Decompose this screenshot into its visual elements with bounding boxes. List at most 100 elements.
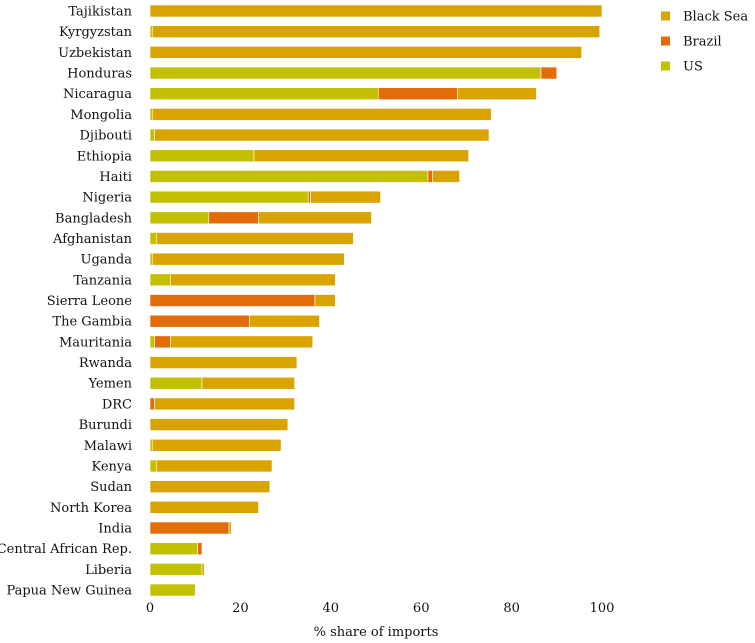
country-label-malawi: Malawi — [84, 439, 132, 454]
bar-tanzania-us — [149, 273, 171, 287]
bar-honduras-us — [149, 66, 542, 80]
bar-bangladesh-black-sea — [258, 211, 372, 225]
x-tick-60: 60 — [413, 601, 430, 616]
bar-afghanistan-us — [149, 232, 158, 245]
bar-haiti-black-sea — [432, 170, 460, 183]
legend-swatch-brazil — [661, 36, 670, 46]
x-axis-ticks: 0 20 40 60 80 100 — [146, 601, 615, 616]
country-label-burundi: Burundi — [79, 418, 132, 433]
bar-india-black-sea — [228, 521, 232, 535]
bar-central-african-rep-us — [149, 542, 198, 555]
bar-burundi-black-sea — [149, 418, 289, 431]
x-tick-40: 40 — [323, 601, 340, 616]
bar-uganda-us — [149, 252, 153, 266]
bar-tanzania-black-sea — [170, 273, 336, 287]
bar-haiti-brazil — [427, 170, 433, 183]
bar-nicaragua-brazil — [377, 87, 458, 101]
bar-papua-new-guinea-us — [149, 583, 196, 597]
bar-nigeria-brazil — [307, 190, 311, 204]
bar-yemen-us — [149, 376, 203, 390]
country-label-sudan: Sudan — [90, 480, 132, 495]
bar-nicaragua-black-sea — [457, 87, 537, 101]
bar-uzbekistan-black-sea — [149, 46, 582, 59]
country-label-afghanistan: Afghanistan — [52, 232, 133, 247]
bar-mongolia-us — [149, 108, 153, 121]
bar-bangladesh-us — [149, 211, 210, 225]
bar-kenya-us — [149, 459, 158, 473]
country-label-mauritania: Mauritania — [59, 335, 132, 350]
bar-honduras-brazil — [540, 66, 558, 80]
bar-ethiopia-us — [149, 149, 255, 163]
legend-label-brazil: Brazil — [683, 35, 722, 50]
bar-sudan-black-sea — [149, 480, 271, 493]
bar-bangladesh-brazil — [208, 211, 259, 225]
country-label-tajikistan: Tajikistan — [68, 5, 132, 20]
bar-nigeria-us — [149, 190, 309, 204]
bar-drc-black-sea — [154, 397, 295, 411]
country-label-uganda: Uganda — [81, 253, 133, 268]
legend-label-black-sea: Black Sea — [683, 10, 748, 25]
bar-nicaragua-us — [149, 87, 379, 101]
country-label-kyrgyzstan: Kyrgyzstan — [59, 25, 133, 40]
country-label-djibouti: Djibouti — [79, 129, 132, 144]
bar-malawi-us — [149, 438, 153, 452]
bar-malawi-black-sea — [151, 438, 282, 452]
x-tick-0: 0 — [146, 601, 154, 616]
bars-layer — [149, 4, 603, 597]
country-label-rwanda: Rwanda — [79, 356, 132, 371]
bar-djibouti-us — [149, 128, 155, 142]
bar-north-korea-black-sea — [149, 501, 259, 514]
country-label-nicaragua: Nicaragua — [63, 87, 132, 102]
country-label-liberia: Liberia — [85, 563, 132, 578]
country-label-drc: DRC — [102, 397, 132, 412]
country-label-uzbekistan: Uzbekistan — [58, 46, 133, 61]
x-tick-100: 100 — [590, 601, 615, 616]
bar-drc-brazil — [149, 397, 155, 411]
country-label-india: India — [98, 522, 132, 537]
bar-mauritania-us — [149, 335, 155, 349]
bar-liberia-black-sea — [201, 563, 205, 576]
bar-the-gambia-black-sea — [249, 314, 320, 328]
country-label-bangladesh: Bangladesh — [55, 211, 133, 226]
x-tick-80: 80 — [503, 601, 520, 616]
legend-swatch-black-sea — [661, 11, 670, 21]
bar-kenya-black-sea — [156, 459, 273, 473]
bar-yemen-black-sea — [201, 376, 295, 390]
bar-djibouti-black-sea — [154, 128, 490, 142]
bar-kyrgyzstan-black-sea — [151, 25, 601, 38]
bar-sierra-leone-black-sea — [314, 294, 336, 307]
country-label-honduras: Honduras — [67, 67, 132, 82]
country-label-central-african-rep: Central African Rep. — [0, 542, 132, 557]
country-label-haiti: Haiti — [99, 170, 132, 185]
bar-uganda-black-sea — [151, 252, 345, 266]
bar-haiti-us — [149, 170, 429, 183]
x-tick-20: 20 — [232, 601, 249, 616]
bar-liberia-us — [149, 563, 203, 576]
country-label-papua-new-guinea: Papua New Guinea — [6, 584, 132, 599]
country-labels: Tajikistan Kyrgyzstan Uzbekistan Honduras Ni… — [0, 5, 133, 599]
country-label-the-gambia: The Gambia — [52, 315, 132, 330]
bar-india-brazil — [149, 521, 230, 535]
country-label-yemen: Yemen — [87, 377, 132, 392]
bar-mauritania-black-sea — [170, 335, 314, 349]
bar-mauritania-brazil — [154, 335, 171, 349]
country-label-tanzania: Tanzania — [73, 273, 132, 288]
country-label-nigeria: Nigeria — [82, 191, 132, 206]
bar-nigeria-black-sea — [310, 190, 381, 204]
bar-rwanda-black-sea — [149, 356, 298, 369]
bar-sierra-leone-brazil — [149, 294, 316, 307]
bar-kyrgyzstan-us — [149, 25, 153, 38]
bar-ethiopia-black-sea — [253, 149, 469, 163]
bar-tajikistan-black-sea — [149, 4, 603, 18]
country-label-mongolia: Mongolia — [70, 108, 132, 123]
country-label-north-korea: North Korea — [50, 501, 132, 516]
bar-central-african-rep-brazil — [197, 542, 203, 555]
bar-mongolia-black-sea — [151, 108, 492, 121]
x-axis-title: % share of imports — [314, 625, 439, 640]
legend-swatch-us — [661, 61, 670, 71]
country-label-sierra-leone: Sierra Leone — [47, 294, 133, 309]
country-label-kenya: Kenya — [91, 459, 132, 474]
country-label-ethiopia: Ethiopia — [77, 149, 133, 164]
legend: Black Sea Brazil US — [661, 10, 748, 75]
